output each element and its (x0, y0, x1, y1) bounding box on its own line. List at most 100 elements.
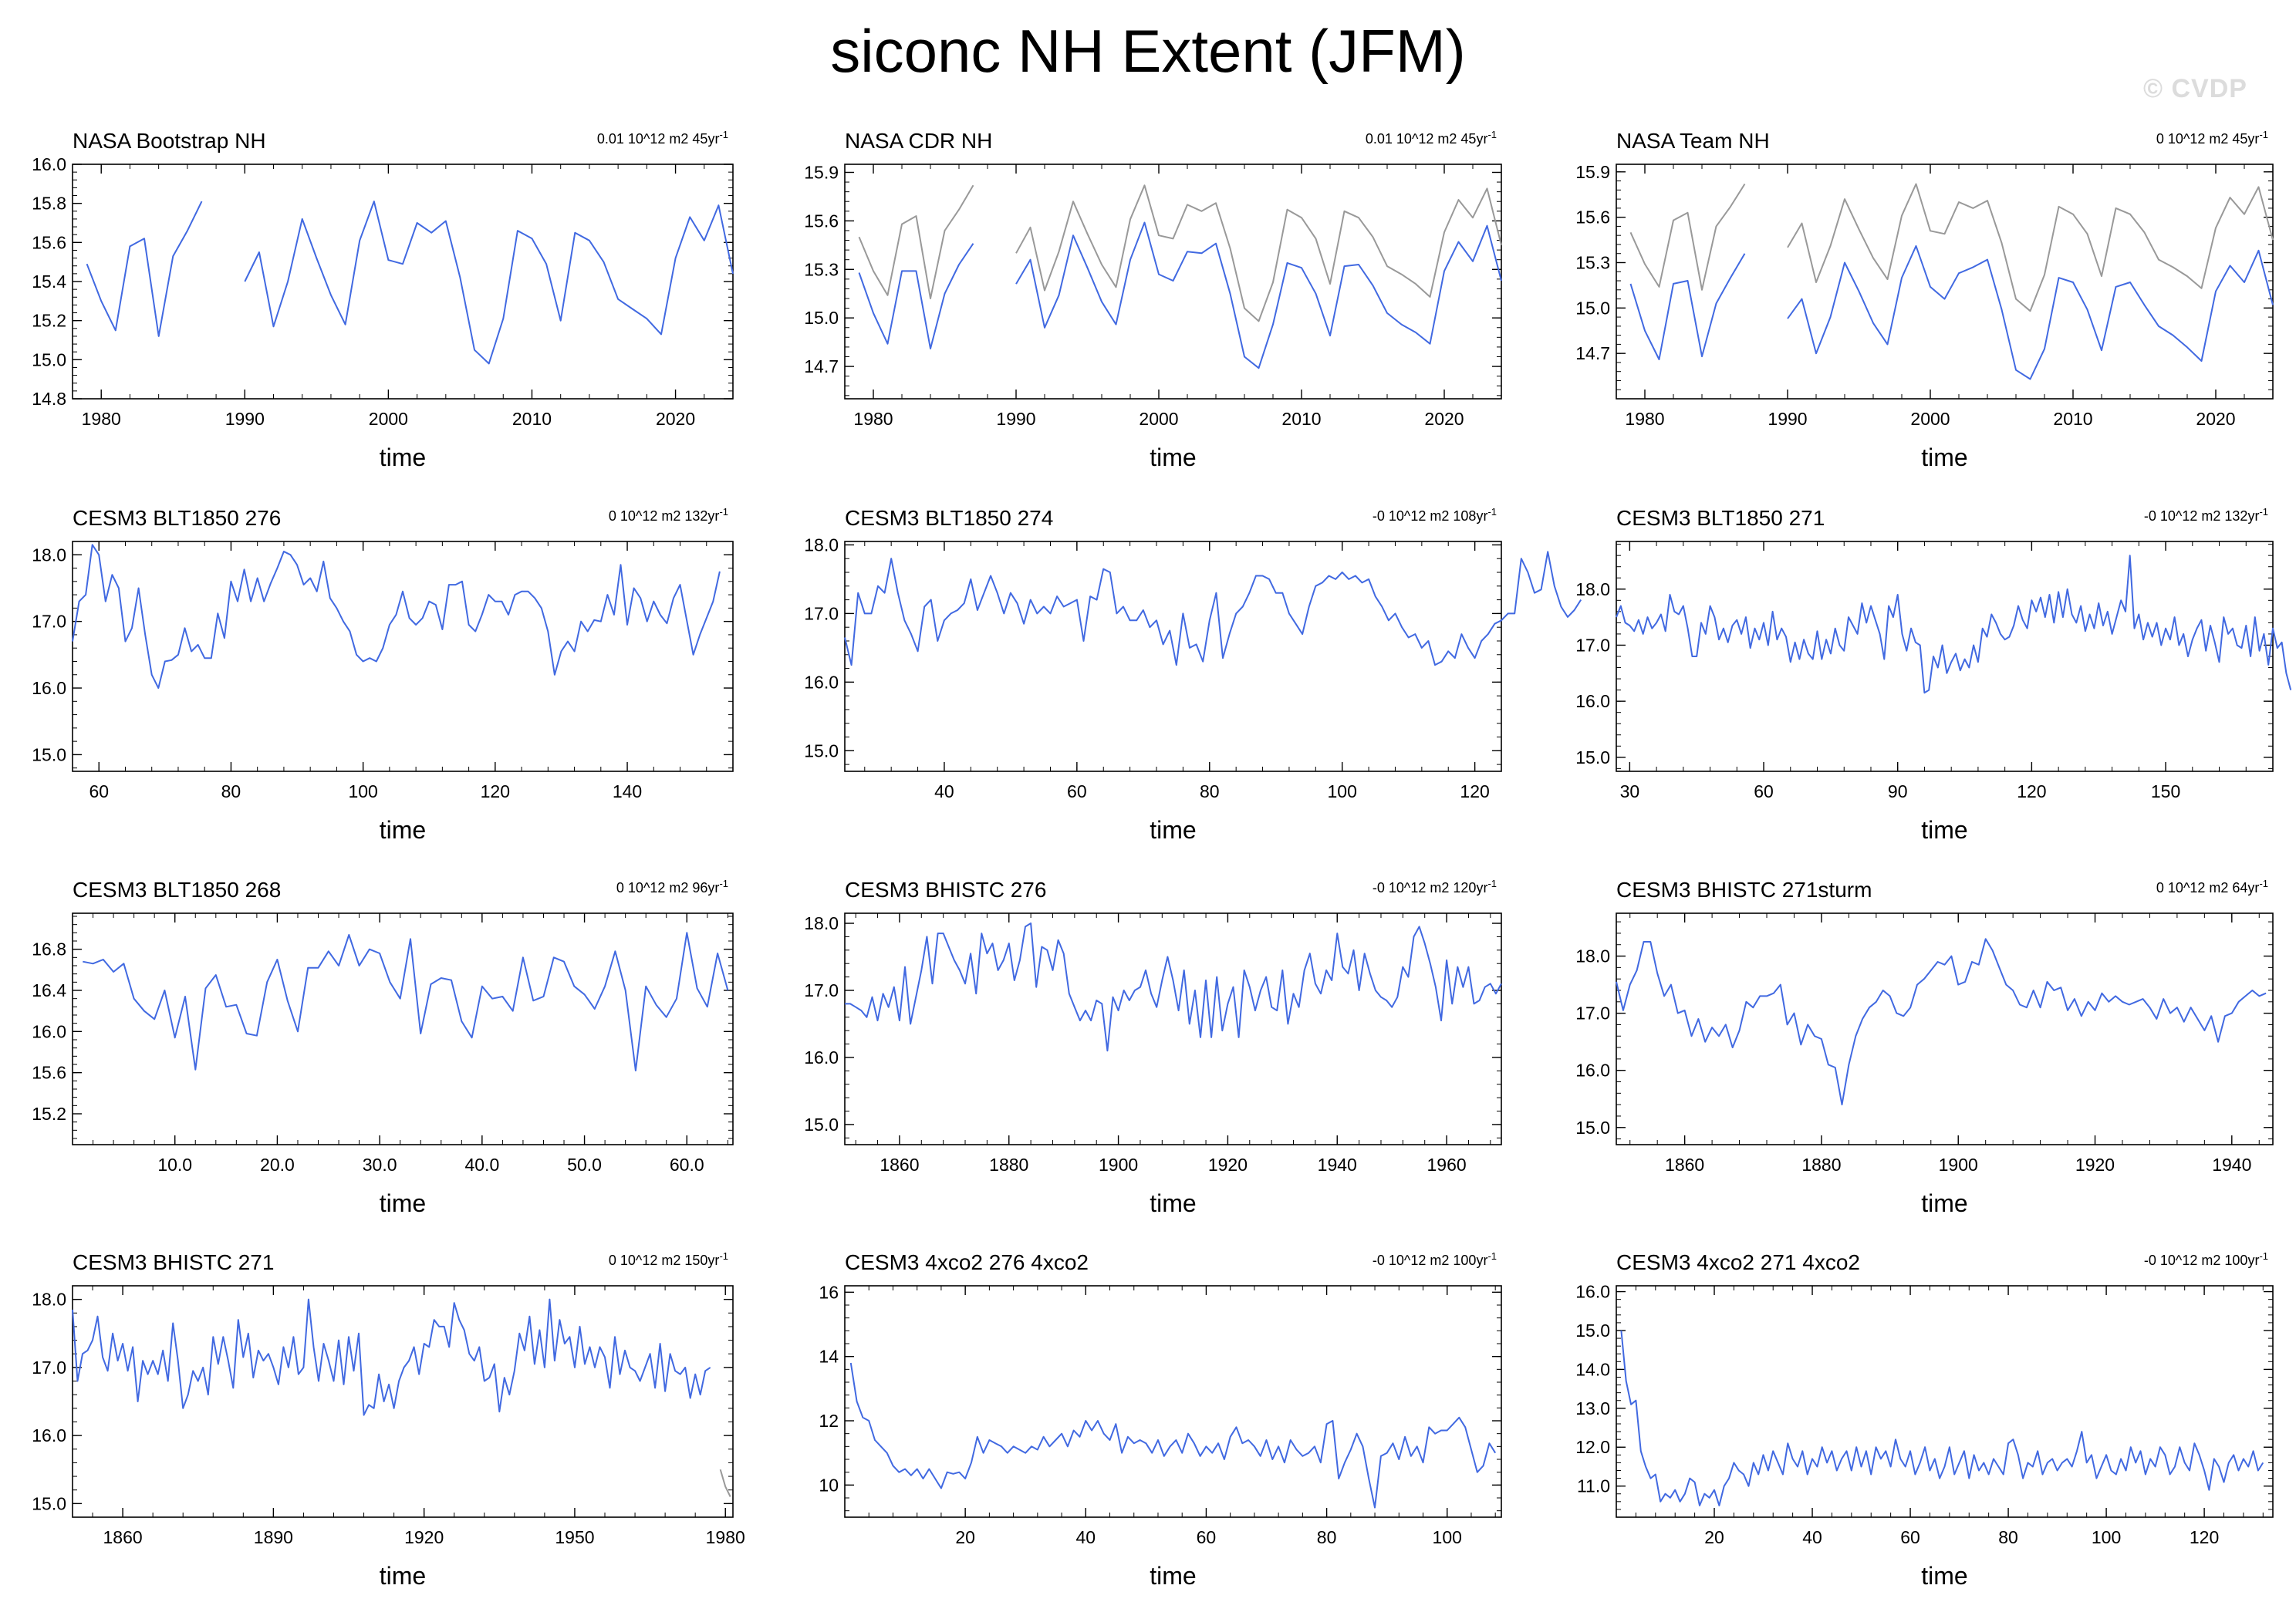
trend-label: -0 10^12 m2 100yr-1 (2144, 1250, 2268, 1268)
x-tick-label: 1900 (1939, 1155, 1978, 1175)
x-tick-label: 2010 (2053, 409, 2092, 429)
x-tick-label: 120 (481, 781, 510, 801)
plot-frame (844, 541, 1502, 772)
plot-frame (1616, 912, 2274, 1145)
plot-frame (844, 1285, 1502, 1518)
chart-panel-3: NASA Team NH 0 10^12 m2 45yr-1 1980 1990 200… (1575, 129, 2274, 471)
panel-title: NASA Bootstrap NH (73, 129, 266, 153)
y-tick-label: 13.0 (1575, 1398, 1610, 1418)
series-line-1 (858, 184, 1502, 322)
y-tick-label: 18.0 (804, 535, 839, 555)
trend-label: 0.01 10^12 m2 45yr-1 (1366, 129, 1497, 147)
x-tick-label: 1960 (1427, 1155, 1466, 1175)
y-tick-label: 15.0 (1575, 1320, 1610, 1341)
x-tick-label: 1950 (555, 1527, 594, 1547)
series-line-1 (72, 544, 721, 689)
y-tick-label: 15.0 (32, 1493, 66, 1513)
y-tick-label: 14.7 (804, 356, 839, 376)
x-tick-label: 2000 (369, 409, 408, 429)
x-tick-label: 60 (89, 781, 109, 801)
y-tick-label: 16.0 (32, 1021, 66, 1041)
y-tick-label: 14.0 (1575, 1359, 1610, 1379)
plot-frame (72, 164, 734, 400)
trend-label: 0 10^12 m2 64yr-1 (2156, 878, 2268, 896)
minor-ticks (73, 1285, 733, 1517)
y-tick-label: 16.0 (32, 154, 66, 174)
panel-title: NASA Team NH (1616, 129, 1770, 153)
x-tick-label: 100 (1328, 781, 1357, 801)
x-tick-label: 60 (1197, 1527, 1217, 1547)
x-tick-label: 2010 (1281, 409, 1321, 429)
y-tick-label: 14 (819, 1347, 839, 1367)
y-tick-label: 15.0 (1575, 298, 1610, 318)
x-tick-label: 2020 (1424, 409, 1464, 429)
y-tick-label: 10 (819, 1475, 839, 1495)
x-tick-label: 150 (2151, 781, 2180, 801)
y-tick-label: 15.0 (804, 308, 839, 328)
y-tick-label: 18.0 (32, 1290, 66, 1310)
series-line-1 (1629, 183, 2274, 312)
panel-title: CESM3 BHISTC 271sturm (1616, 878, 1872, 902)
y-tick-label: 17.0 (804, 603, 839, 623)
minor-ticks (73, 164, 733, 399)
y-tick-label: 15.0 (32, 349, 66, 369)
y-tick-label: 16.0 (32, 678, 66, 698)
x-tick-label: 1940 (2212, 1155, 2251, 1175)
trend-label: 0 10^12 m2 96yr-1 (616, 878, 728, 896)
x-axis-label: time (380, 1189, 426, 1217)
y-tick-label: 17.0 (804, 980, 839, 1000)
cvdp-watermark: © CVDP (2143, 74, 2247, 103)
series-line-1 (1616, 555, 2292, 694)
x-tick-label: 120 (2017, 781, 2046, 801)
x-tick-label: 30 (1620, 781, 1640, 801)
series-line-1 (719, 1469, 731, 1497)
y-tick-label: 16.4 (32, 980, 66, 1000)
minor-ticks (1616, 1286, 2273, 1518)
chart-panel-6: CESM3 BLT1850 271 -0 10^12 m2 132yr-1 30 60… (1575, 506, 2292, 844)
minor-ticks (845, 913, 1501, 1145)
x-tick-label: 1860 (103, 1527, 143, 1547)
panel-title: CESM3 BLT1850 276 (73, 506, 281, 530)
panel-title: CESM3 BHISTC 271 (73, 1250, 274, 1274)
trend-label: -0 10^12 m2 132yr-1 (2144, 506, 2268, 524)
x-tick-label: 60.0 (670, 1155, 704, 1175)
y-tick-label: 16.0 (32, 1425, 66, 1445)
chart-panel-1: NASA Bootstrap NH 0.01 10^12 m2 45yr-1 198… (32, 129, 734, 471)
x-tick-label: 40 (1802, 1527, 1822, 1547)
panel-title: CESM3 4xco2 271 4xco2 (1616, 1250, 1860, 1274)
x-axis-label: time (1150, 1189, 1196, 1217)
chart-panel-4: CESM3 BLT1850 276 0 10^12 m2 132yr-1 60 80 1… (32, 506, 734, 844)
y-tick-label: 16.0 (804, 672, 839, 692)
series-line-2 (72, 1298, 711, 1416)
panel-title: CESM3 BLT1850 271 (1616, 506, 1825, 530)
x-tick-label: 80 (1317, 1527, 1337, 1547)
plot-frame (1616, 164, 2274, 400)
y-tick-label: 15.4 (32, 272, 66, 292)
x-tick-label: 100 (2092, 1527, 2121, 1547)
x-tick-label: 1860 (1665, 1155, 1704, 1175)
x-axis-label: time (380, 1562, 426, 1590)
trend-label: -0 10^12 m2 120yr-1 (1373, 878, 1497, 896)
x-tick-label: 1990 (996, 409, 1035, 429)
y-tick-label: 17.0 (32, 1358, 66, 1378)
y-tick-label: 14.7 (1575, 343, 1610, 363)
y-tick-label: 18.0 (32, 545, 66, 565)
x-axis-label: time (1150, 444, 1196, 471)
x-tick-label: 140 (613, 781, 642, 801)
series-line-1 (844, 551, 1582, 666)
chart-panel-11: CESM3 4xco2 276 4xco2 -0 10^12 m2 100yr-1… (819, 1250, 1502, 1590)
x-tick-label: 120 (2190, 1527, 2219, 1547)
x-tick-label: 1880 (1801, 1155, 1841, 1175)
trend-label: 0 10^12 m2 132yr-1 (609, 506, 728, 524)
chart-panel-9: CESM3 BHISTC 271sturm 0 10^12 m2 64yr-1 18… (1575, 878, 2274, 1217)
x-tick-label: 40.0 (464, 1155, 499, 1175)
plot-frame (72, 912, 734, 1145)
y-tick-label: 17.0 (1575, 1003, 1610, 1024)
trend-label: 0.01 10^12 m2 45yr-1 (597, 129, 728, 147)
trend-label: 0 10^12 m2 45yr-1 (2156, 129, 2268, 147)
minor-ticks (73, 541, 733, 771)
x-tick-label: 1940 (1318, 1155, 1357, 1175)
x-axis-label: time (1921, 816, 1967, 844)
y-tick-label: 16.0 (804, 1047, 839, 1068)
